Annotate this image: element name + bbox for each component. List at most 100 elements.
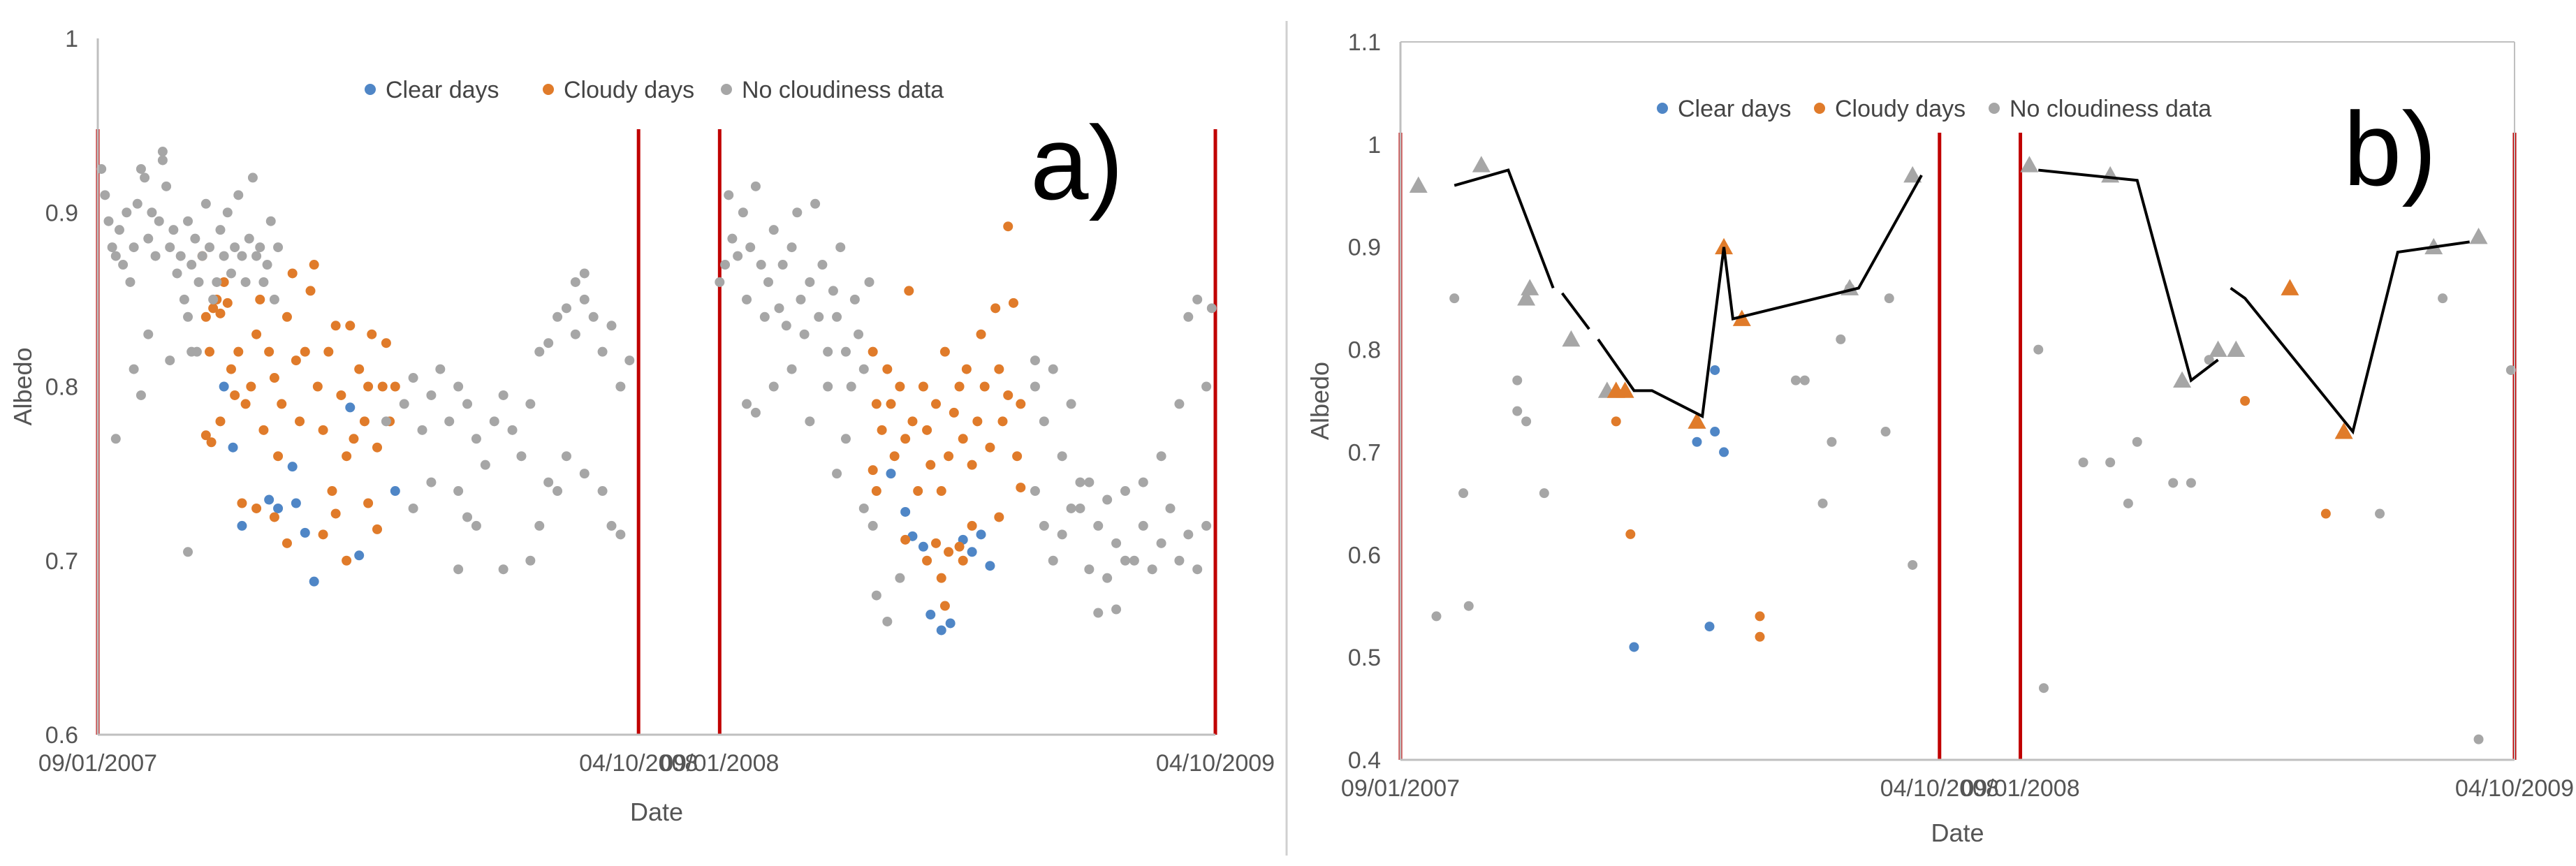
no-data-point: [1880, 427, 1891, 437]
no-data-point: [230, 242, 240, 253]
no-data-point: [1120, 486, 1130, 497]
cloudy-day-point: [372, 524, 382, 534]
no-data-point: [895, 573, 905, 583]
cloudy-day-point: [363, 498, 374, 508]
cloudy-day-point: [251, 503, 262, 513]
no-data-point: [453, 486, 464, 497]
cloudy-day-point: [2320, 508, 2331, 519]
cloudy-day-point: [868, 465, 878, 476]
no-data-point: [525, 399, 536, 409]
no-data-point: [114, 225, 124, 235]
cloudy-day-point: [305, 286, 316, 296]
no-data-point: [1102, 573, 1113, 583]
clear-day-point: [291, 498, 301, 508]
legend-label-none: No cloudiness data: [2010, 96, 2211, 122]
cloudy-day-point: [886, 399, 896, 409]
no-data-point: [107, 242, 117, 253]
no-data-point: [161, 181, 172, 191]
no-data-point: [1030, 381, 1040, 392]
no-data-point: [489, 416, 499, 427]
no-data-point: [2204, 355, 2214, 365]
no-data-point: [597, 346, 608, 357]
no-data-point: [183, 216, 193, 226]
no-data-point: [2033, 344, 2044, 355]
no-data-point: [1147, 564, 1157, 575]
x-tick-label: 04/10/2008: [1880, 775, 1999, 802]
x-tick-label: 09/01/2008: [1961, 775, 2079, 802]
cloudy-day-point: [882, 364, 893, 374]
no-data-point: [796, 294, 806, 304]
no-data-point: [882, 616, 893, 626]
x-tick-label: 09/01/2008: [660, 750, 779, 777]
cloudy-day-point: [939, 346, 950, 357]
no-data-point: [103, 216, 114, 226]
cloudy-day-point: [958, 434, 968, 444]
cloudy-day-point: [222, 298, 233, 308]
no-data-point: [759, 311, 770, 322]
legend-label-cloudy: Cloudy days: [564, 77, 694, 103]
no-data-point: [823, 381, 833, 392]
panel-b: 0.4 0.5 0.6 0.7 0.8 0.9 1 1.1 09/01/2007 04/10/2…: [1305, 29, 2574, 847]
no-data-point: [579, 268, 590, 279]
cloudy-day-point: [871, 399, 881, 409]
clear-day-point: [1629, 642, 1639, 652]
no-data-point: [507, 425, 518, 435]
no-data-point: [588, 311, 599, 322]
clear-day-point: [967, 547, 977, 557]
no-data-point: [265, 216, 276, 226]
no-data-point: [805, 416, 815, 427]
no-data-point: [1138, 477, 1148, 487]
no-data-point: [175, 251, 186, 261]
y-tick-label: 0.5: [1348, 645, 1381, 671]
panel-a: 0.6 0.7 0.8 0.9 1 09/01/2007 04/10/200809/01/…: [8, 26, 1275, 826]
no-data-point: [1120, 555, 1130, 566]
no-data-point: [237, 251, 247, 261]
no-data-point: [132, 198, 142, 209]
no-data-point: [1084, 564, 1095, 575]
no-data-point: [215, 225, 226, 235]
no-data-point: [606, 321, 617, 331]
x-tick-label: 04/10/2009: [1156, 750, 1275, 777]
mean-marker: [1472, 156, 1491, 173]
no-data-point: [426, 477, 437, 487]
y-tick-label: 0.7: [1348, 439, 1381, 466]
cloudy-day-point: [895, 381, 905, 392]
legend: Clear days Cloudy days No cloudiness dat…: [1657, 96, 2211, 122]
cloudy-day-point: [990, 303, 1001, 314]
cloudy-day-point: [240, 399, 251, 409]
no-data-point: [1206, 303, 1217, 314]
clear-day-point: [925, 610, 936, 620]
no-data-point: [1111, 538, 1122, 548]
cloudy-day-point: [976, 329, 986, 339]
no-data-point: [471, 434, 481, 444]
no-data-point: [205, 242, 214, 253]
no-data-point: [792, 207, 803, 218]
cloudy-day-point: [258, 425, 269, 435]
y-tick-label: 1: [1368, 132, 1381, 159]
cloudy-day-point: [309, 260, 319, 270]
cloudy-day-point: [273, 451, 284, 462]
no-data-point: [1039, 416, 1049, 427]
cloudy-day-point: [900, 434, 911, 444]
mean-marker: [1616, 381, 1634, 398]
no-data-point: [1512, 406, 1523, 416]
no-data-point: [2168, 478, 2179, 488]
no-data-point: [183, 547, 193, 557]
no-data-point: [1066, 503, 1076, 513]
cloudy-day-point: [281, 311, 292, 322]
no-data-point: [858, 364, 869, 374]
cloudy-day-point: [958, 555, 968, 566]
no-data-point: [147, 207, 157, 218]
cloudy-day-point: [277, 399, 287, 409]
cloudy-day-point: [944, 547, 954, 557]
clear-day-point: [300, 527, 310, 538]
clear-day-point: [390, 486, 400, 497]
no-data-point: [122, 207, 132, 218]
clear-day-point: [1710, 365, 1720, 375]
no-data-point: [1183, 311, 1194, 322]
no-data-point: [823, 346, 833, 357]
no-data-point: [453, 564, 464, 575]
no-data-point: [417, 425, 427, 435]
xlabel: Date: [630, 798, 683, 826]
